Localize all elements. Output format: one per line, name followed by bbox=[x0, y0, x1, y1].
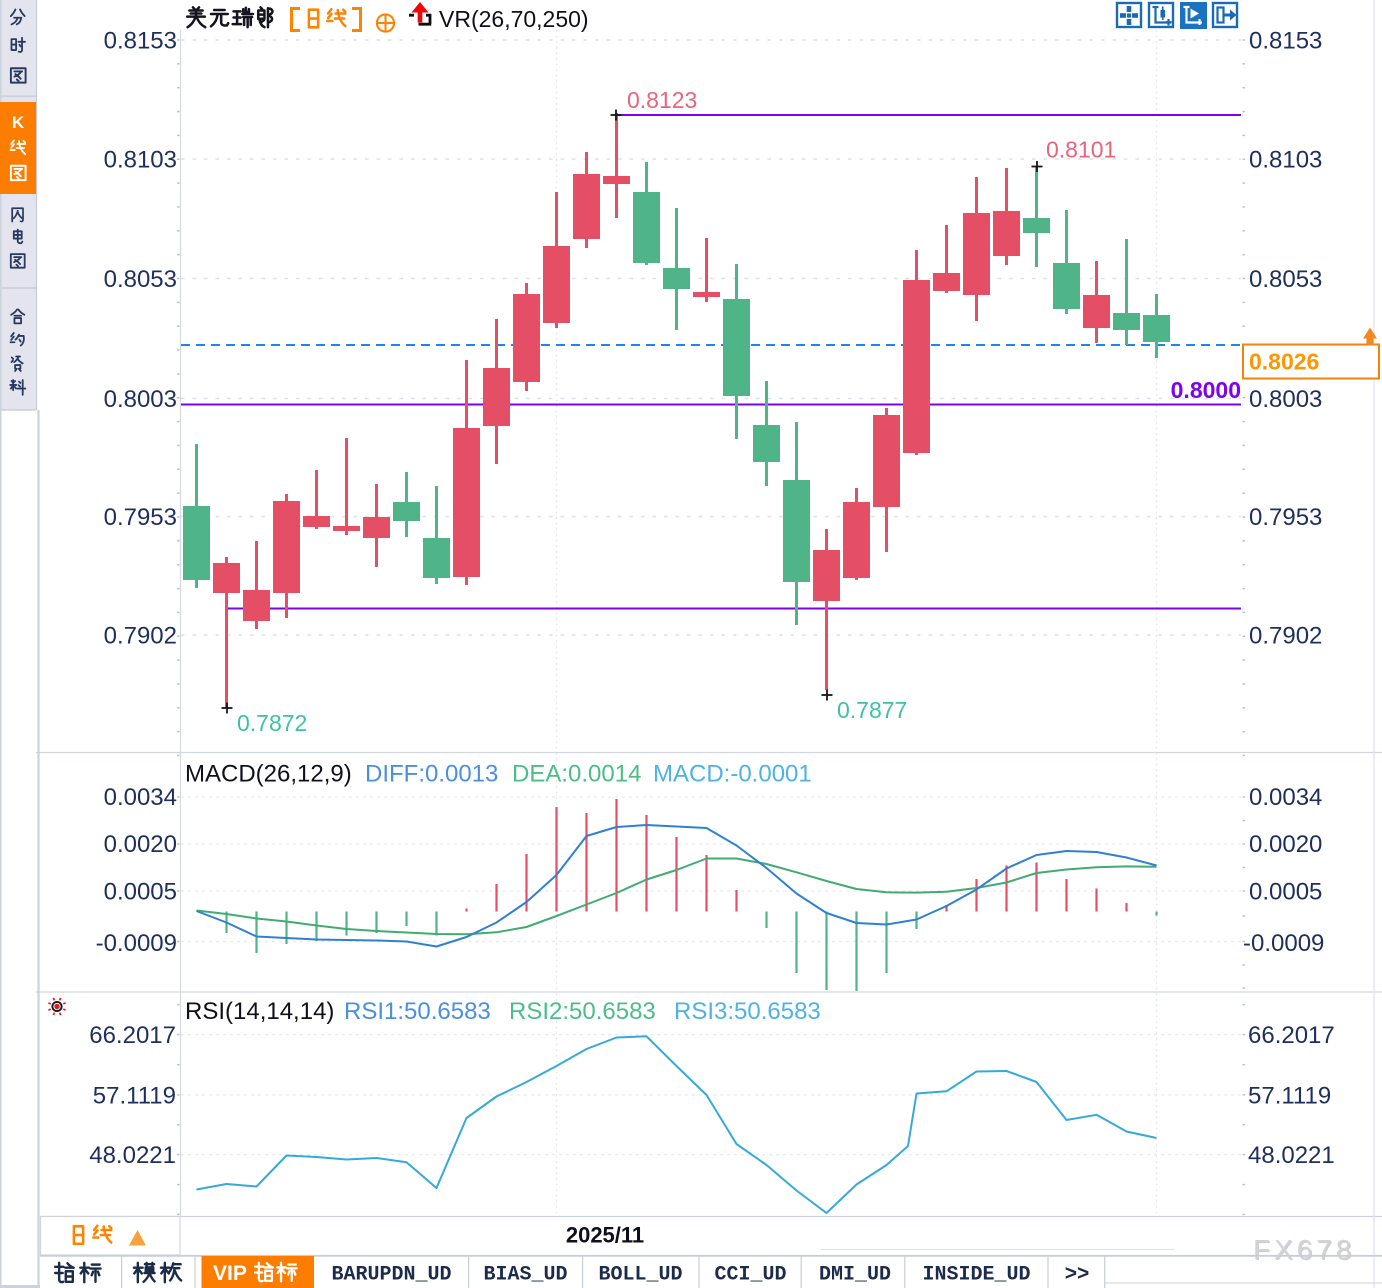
svg-text:48.0221: 48.0221 bbox=[1248, 1142, 1335, 1169]
svg-text:FX678: FX678 bbox=[1253, 1234, 1356, 1265]
svg-text:>>: >> bbox=[1065, 1262, 1090, 1285]
svg-text:DEA:0.0014: DEA:0.0014 bbox=[512, 761, 641, 788]
svg-text:0.7953: 0.7953 bbox=[1249, 504, 1322, 531]
svg-text:INSIDE_UD: INSIDE_UD bbox=[922, 1264, 1030, 1287]
svg-text:RSI3:50.6583: RSI3:50.6583 bbox=[674, 998, 821, 1025]
svg-text:2025/11: 2025/11 bbox=[566, 1223, 644, 1248]
svg-text:0.8053: 0.8053 bbox=[1249, 266, 1322, 293]
svg-text:0.0020: 0.0020 bbox=[1249, 831, 1322, 858]
svg-text:VR(26,70,250): VR(26,70,250) bbox=[439, 6, 589, 32]
svg-text:CCI_UD: CCI_UD bbox=[714, 1264, 786, 1287]
svg-text:0.8053: 0.8053 bbox=[104, 266, 177, 293]
svg-text:0.0034: 0.0034 bbox=[104, 784, 177, 811]
svg-text:48.0221: 48.0221 bbox=[89, 1142, 176, 1169]
svg-text:0.0020: 0.0020 bbox=[104, 831, 177, 858]
svg-text:0.0005: 0.0005 bbox=[104, 878, 177, 905]
svg-text:0.0005: 0.0005 bbox=[1249, 878, 1322, 905]
svg-text:66.2017: 66.2017 bbox=[89, 1022, 176, 1049]
svg-text:0.7902: 0.7902 bbox=[1249, 623, 1322, 650]
svg-text:57.1119: 57.1119 bbox=[1248, 1082, 1331, 1109]
svg-text:K: K bbox=[12, 113, 25, 132]
svg-text:RSI(14,14,14): RSI(14,14,14) bbox=[185, 998, 334, 1025]
svg-text:DMI_UD: DMI_UD bbox=[819, 1264, 891, 1287]
svg-text:FX678: FX678 bbox=[1254, 1235, 1357, 1266]
svg-text:BIAS_UD: BIAS_UD bbox=[483, 1264, 567, 1287]
svg-text:0.7877: 0.7877 bbox=[837, 697, 907, 723]
svg-text:0.8103: 0.8103 bbox=[1249, 147, 1322, 174]
svg-text:0.8153: 0.8153 bbox=[104, 28, 177, 55]
svg-text:-0.0009: -0.0009 bbox=[96, 930, 177, 957]
svg-text:RSI2:50.6583: RSI2:50.6583 bbox=[509, 998, 656, 1025]
svg-text:66.2017: 66.2017 bbox=[1248, 1022, 1335, 1049]
svg-text:0.8101: 0.8101 bbox=[1046, 137, 1116, 163]
svg-text:0.8003: 0.8003 bbox=[1249, 386, 1322, 413]
svg-text:MACD:-0.0001: MACD:-0.0001 bbox=[653, 761, 812, 788]
svg-text:0.8003: 0.8003 bbox=[104, 386, 177, 413]
svg-text:-0.0009: -0.0009 bbox=[1243, 930, 1324, 957]
svg-text:0.8000: 0.8000 bbox=[1171, 377, 1241, 403]
svg-text:0.8153: 0.8153 bbox=[1249, 28, 1322, 55]
svg-text:MACD(26,12,9): MACD(26,12,9) bbox=[185, 761, 352, 788]
svg-text:0.7902: 0.7902 bbox=[104, 623, 177, 650]
svg-text:0.7953: 0.7953 bbox=[104, 504, 177, 531]
svg-text:RSI1:50.6583: RSI1:50.6583 bbox=[344, 998, 491, 1025]
svg-text:DIFF:0.0013: DIFF:0.0013 bbox=[365, 761, 498, 788]
svg-text:BARUPDN_UD: BARUPDN_UD bbox=[331, 1264, 451, 1287]
svg-text:0.7872: 0.7872 bbox=[237, 710, 307, 736]
svg-text:0.0034: 0.0034 bbox=[1249, 784, 1322, 811]
svg-text:57.1119: 57.1119 bbox=[93, 1082, 176, 1109]
svg-text:0.8123: 0.8123 bbox=[627, 87, 697, 113]
svg-text:0.8026: 0.8026 bbox=[1249, 349, 1319, 375]
svg-text:BOLL_UD: BOLL_UD bbox=[598, 1264, 682, 1287]
svg-text:0.8103: 0.8103 bbox=[104, 147, 177, 174]
svg-text:VIP: VIP bbox=[213, 1262, 247, 1285]
